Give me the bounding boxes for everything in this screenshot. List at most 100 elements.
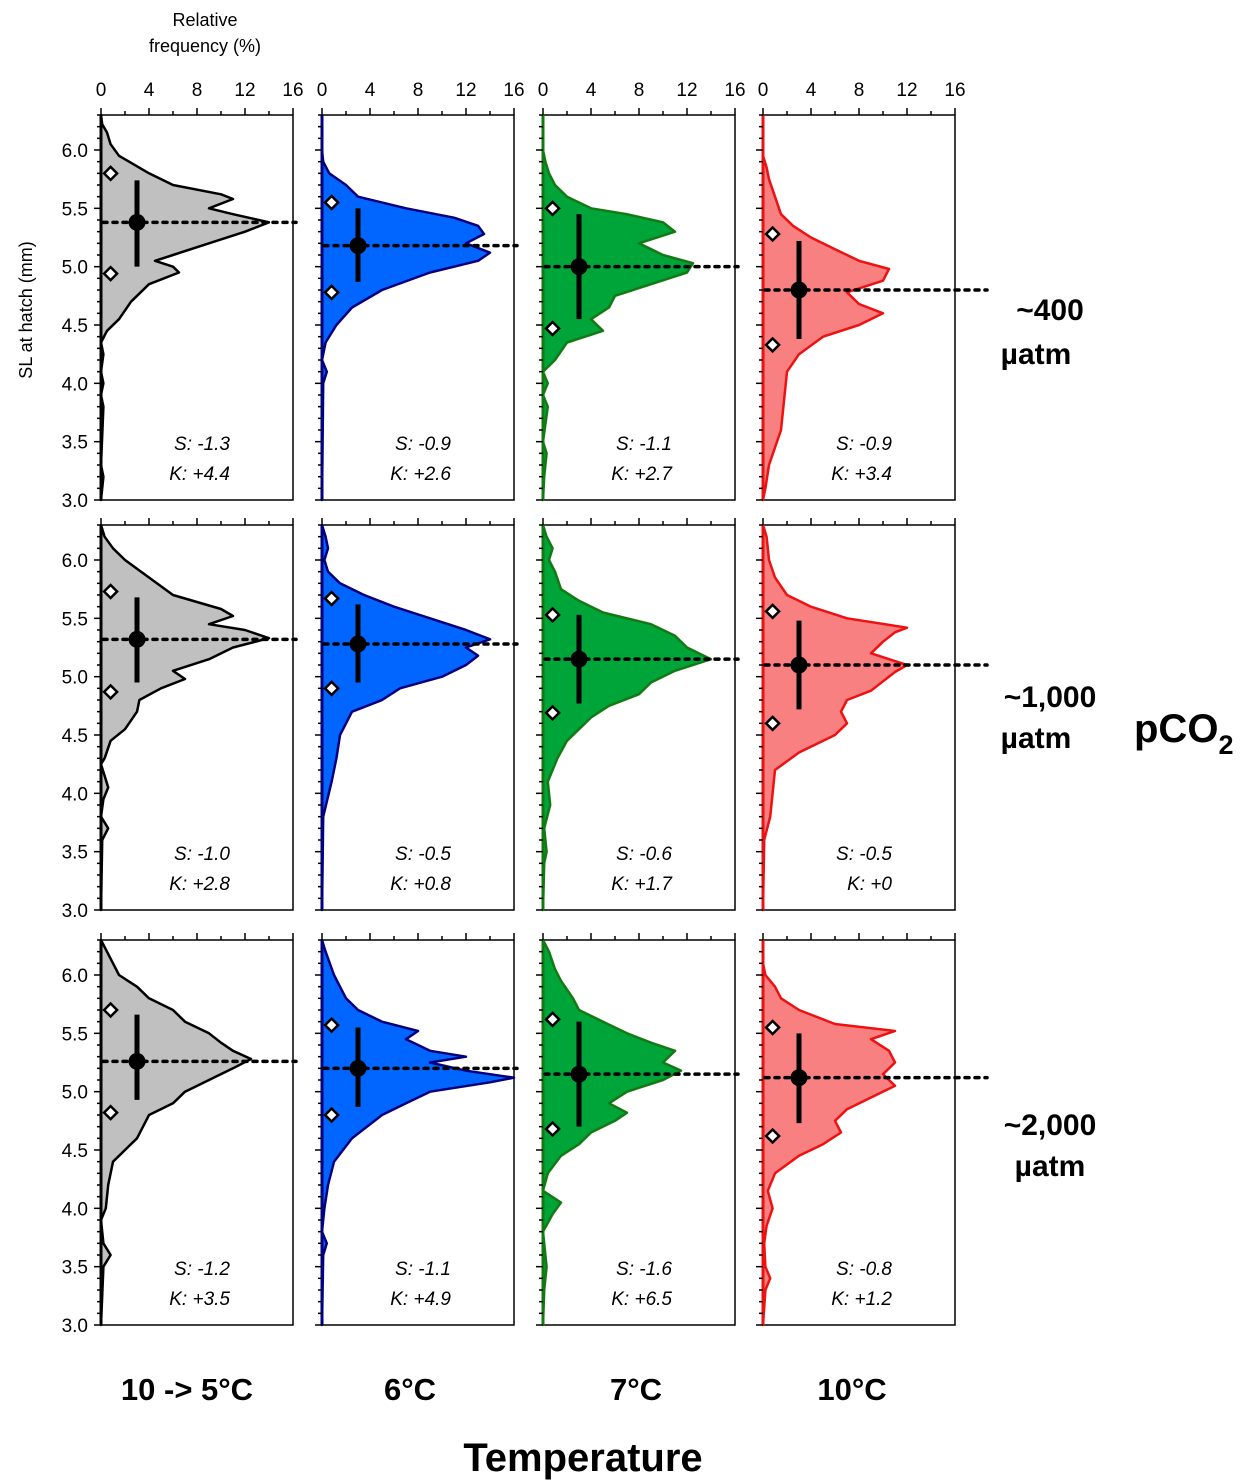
percentile-diamond [764,1019,781,1036]
x-tick-label: 12 [676,80,697,101]
kurtosis-label: K: +4.9 [390,1289,451,1310]
mean-point [570,258,588,276]
panel-r2-c2: S: -0.5 K: +0.8 [315,518,519,912]
x-tick-label: 4 [144,80,155,101]
percentile-diamond [544,704,561,722]
mean-point [349,1059,367,1077]
skewness-label: S: -0.9 [836,434,892,455]
percentile-diamond [323,1016,340,1034]
density-area [761,154,891,502]
percentile-diamond [102,1104,119,1121]
y-tick-label: 4.5 [62,316,88,337]
density-area [320,148,492,502]
row-label-3-line1: ~2,000 [1004,1109,1097,1142]
y-tick-label: 3.5 [62,1258,88,1279]
x-tick-label: 16 [282,80,303,101]
y-tick-label: 5.5 [62,1024,88,1045]
mean-point [570,650,588,668]
kurtosis-label: K: +1.7 [611,874,673,895]
panel-r3-c3: S: -1.6 K: +6.5 [536,933,740,1327]
percentile-diamond [764,603,781,620]
top-axis-title-line1: Relative [172,10,237,30]
percentile-diamond [323,1106,340,1124]
x-tick-label: 0 [317,80,328,101]
skewness-label: S: -0.8 [836,1259,892,1280]
pco2-label: pCO2 [1134,707,1233,760]
col-label-4: 10°C [817,1372,886,1407]
percentile-diamond [323,590,340,607]
panel-r1-c1: 0 4 8 12 16 3.0 3.5 4.0 4.5 5.0 5.5 6.0 S: -1.3 K: +4… [62,80,304,512]
skewness-label: S: -0.9 [395,434,451,455]
percentile-diamond [102,583,119,600]
percentile-diamond [102,683,119,701]
percentile-diamond [764,225,781,243]
kurtosis-label: K: +0 [847,874,892,895]
panel-r3-c2: S: -1.1 K: +4.9 [315,933,519,1327]
percentile-diamond [544,320,561,337]
x-tick-label: 12 [234,80,255,101]
percentile-diamond [764,336,781,354]
percentile-diamond [544,1120,561,1138]
skewness-label: S: -1.0 [174,844,230,865]
kurtosis-label: K: +6.5 [611,1289,672,1310]
mean-point [790,281,808,299]
x-tick-label: 16 [724,80,745,101]
y-tick-label: 6.0 [62,551,88,572]
percentile-diamond [323,680,340,697]
mean-point [790,656,808,674]
mean-point [128,630,146,648]
y-tick-label: 3.0 [62,491,88,512]
density-area [99,523,271,912]
x-tick-label: 0 [538,80,549,101]
row-label-2-line2: µatm [1001,722,1072,755]
percentile-diamond [323,194,340,211]
y-tick-label: 5.0 [62,668,88,689]
x-tick-label: 8 [634,80,645,101]
mean-point [790,1069,808,1087]
skewness-label: S: -0.6 [616,844,672,865]
kurtosis-label: K: +3.4 [831,464,892,485]
density-area [320,938,516,1327]
kurtosis-label: K: +0.8 [390,874,451,895]
y-tick-label: 3.0 [62,1316,88,1337]
panel-r2-c3: S: -0.6 K: +1.7 [536,518,740,912]
x-tick-label: 16 [944,80,965,101]
x-tick-label: 12 [896,80,917,101]
percentile-diamond [764,715,781,732]
skewness-label: S: -1.2 [174,1259,230,1280]
top-axis-title-line2: frequency (%) [149,36,261,56]
mean-point [349,237,367,255]
y-tick-label: 4.0 [62,784,88,805]
x-axis-title: Temperature [463,1436,702,1480]
y-tick-label: 4.0 [62,1199,88,1220]
y-tick-label: 3.0 [62,901,88,922]
skewness-label: S: -0.5 [395,844,451,865]
x-tick-label: 0 [96,80,107,101]
y-tick-label: 4.0 [62,374,88,395]
y-axis-title: SL at hatch (mm) [16,241,36,378]
mean-point [570,1065,588,1083]
kurtosis-label: K: +2.6 [390,464,451,485]
skewness-label: S: -1.1 [616,434,672,455]
panel-r1-c3: 0 4 8 12 16 S: -1.1 K: +2.7 [536,80,746,502]
percentile-diamond [102,1001,119,1019]
panel-r2-c1: 3.0 3.5 4.0 4.5 5.0 5.5 6.0 S: -1.0 K: +2.8 [62,518,298,922]
skewness-label: S: -1.1 [395,1259,451,1280]
skewness-label: S: -1.3 [174,434,230,455]
density-area [541,523,713,912]
x-tick-label: 8 [854,80,865,101]
percentile-diamond [544,606,561,624]
x-tick-label: 16 [503,80,524,101]
y-tick-label: 6.0 [62,141,88,162]
percentile-diamond [764,1127,781,1145]
panel-r2-c4: S: -0.5 K: +0 [756,518,989,912]
y-tick-label: 5.0 [62,1083,88,1104]
percentile-diamond [544,1011,561,1028]
skewness-label: S: -0.5 [836,844,892,865]
percentile-diamond [544,200,561,217]
percentile-diamond [102,165,119,182]
row-label-1-line1: ~400 [1016,294,1084,327]
col-label-2: 6°C [384,1372,436,1407]
x-tick-label: 0 [758,80,769,101]
percentile-diamond [323,284,340,301]
